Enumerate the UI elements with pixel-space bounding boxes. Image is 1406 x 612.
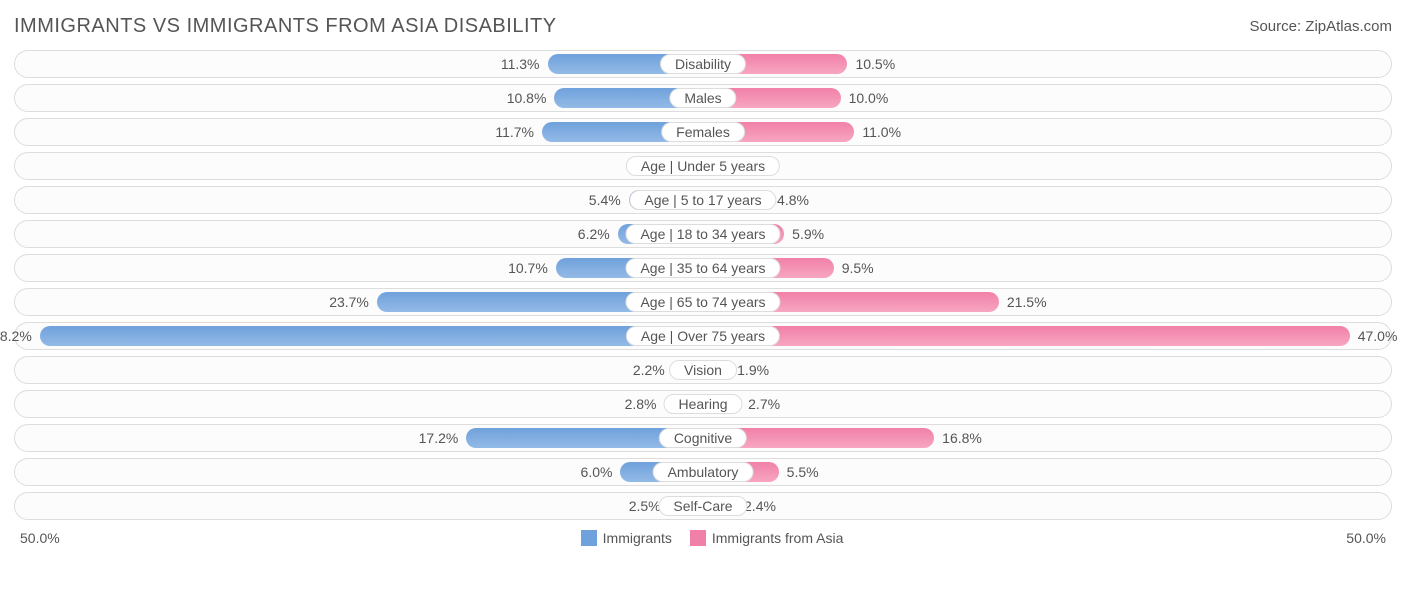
value-right: 5.9%: [784, 221, 832, 247]
value-left: 5.4%: [581, 187, 629, 213]
chart-row: 5.4%4.8%Age | 5 to 17 years: [14, 186, 1392, 214]
value-right: 2.7%: [740, 391, 788, 417]
chart-row: 1.2%1.1%Age | Under 5 years: [14, 152, 1392, 180]
category-label: Ambulatory: [653, 462, 754, 482]
legend-swatch-left: [581, 530, 597, 546]
value-left: 10.7%: [500, 255, 556, 281]
value-right: 5.5%: [779, 459, 827, 485]
chart-row: 2.5%2.4%Self-Care: [14, 492, 1392, 520]
value-left: 6.0%: [573, 459, 621, 485]
category-label: Age | 5 to 17 years: [629, 190, 776, 210]
category-label: Age | Over 75 years: [626, 326, 780, 346]
value-left: 48.2%: [0, 323, 40, 349]
value-left: 6.2%: [570, 221, 618, 247]
chart-row: 2.2%1.9%Vision: [14, 356, 1392, 384]
value-right: 10.5%: [847, 51, 903, 77]
category-label: Vision: [669, 360, 737, 380]
chart-source: Source: ZipAtlas.com: [1249, 18, 1392, 35]
value-left: 11.3%: [493, 51, 548, 77]
chart-row: 2.8% 2.7%Hearing: [14, 390, 1392, 418]
chart-row: 11.7% 11.0% Females: [14, 118, 1392, 146]
legend-label-right: Immigrants from Asia: [712, 530, 843, 546]
value-right: 10.0%: [841, 85, 897, 111]
chart-title: IMMIGRANTS VS IMMIGRANTS FROM ASIA DISAB…: [14, 15, 557, 38]
legend-swatch-right: [690, 530, 706, 546]
category-label: Self-Care: [658, 496, 747, 516]
value-left: 11.7%: [487, 119, 542, 145]
value-left: 10.8%: [499, 85, 555, 111]
legend-label-left: Immigrants: [603, 530, 672, 546]
category-label: Disability: [660, 54, 746, 74]
category-label: Cognitive: [659, 428, 747, 448]
chart-row: 17.2% 16.8% Cognitive: [14, 424, 1392, 452]
value-right: 9.5%: [834, 255, 882, 281]
chart-row: 10.8% 10.0% Males: [14, 84, 1392, 112]
value-left: 2.2%: [625, 357, 673, 383]
chart-row: 23.7% 21.5% Age | 65 to 74 years: [14, 288, 1392, 316]
value-right: 16.8%: [934, 425, 990, 451]
chart-row: 11.3% 10.5% Disability: [14, 50, 1392, 78]
value-left: 2.8%: [617, 391, 665, 417]
chart-row: 6.0% 5.5% Ambulatory: [14, 458, 1392, 486]
axis-left-label: 50.0%: [20, 530, 60, 546]
category-label: Females: [661, 122, 745, 142]
category-label: Age | Under 5 years: [626, 156, 780, 176]
chart-row: 6.2% 5.9%Age | 18 to 34 years: [14, 220, 1392, 248]
category-label: Age | 35 to 64 years: [625, 258, 780, 278]
value-left: 17.2%: [411, 425, 467, 451]
chart-row: 48.2%47.0%Age | Over 75 years: [14, 322, 1392, 350]
category-label: Hearing: [663, 394, 742, 414]
axis-right-label: 50.0%: [1346, 530, 1386, 546]
chart-container: IMMIGRANTS VS IMMIGRANTS FROM ASIA DISAB…: [0, 0, 1406, 612]
category-label: Males: [669, 88, 736, 108]
chart-rows: 11.3% 10.5% Disability 10.8% 10.0% Males 11.7%…: [14, 50, 1392, 520]
value-right: 47.0%: [1350, 323, 1406, 349]
bar-left: [40, 326, 703, 346]
chart-header: IMMIGRANTS VS IMMIGRANTS FROM ASIA DISAB…: [14, 8, 1392, 44]
value-right: 21.5%: [999, 289, 1055, 315]
category-label: Age | 18 to 34 years: [625, 224, 780, 244]
chart-row: 10.7% 9.5% Age | 35 to 64 years: [14, 254, 1392, 282]
bar-right: [703, 326, 1350, 346]
value-right: 11.0%: [854, 119, 909, 145]
chart-legend: 50.0% Immigrants Immigrants from Asia 50…: [14, 526, 1392, 550]
value-left: 23.7%: [321, 289, 377, 315]
category-label: Age | 65 to 74 years: [625, 292, 780, 312]
